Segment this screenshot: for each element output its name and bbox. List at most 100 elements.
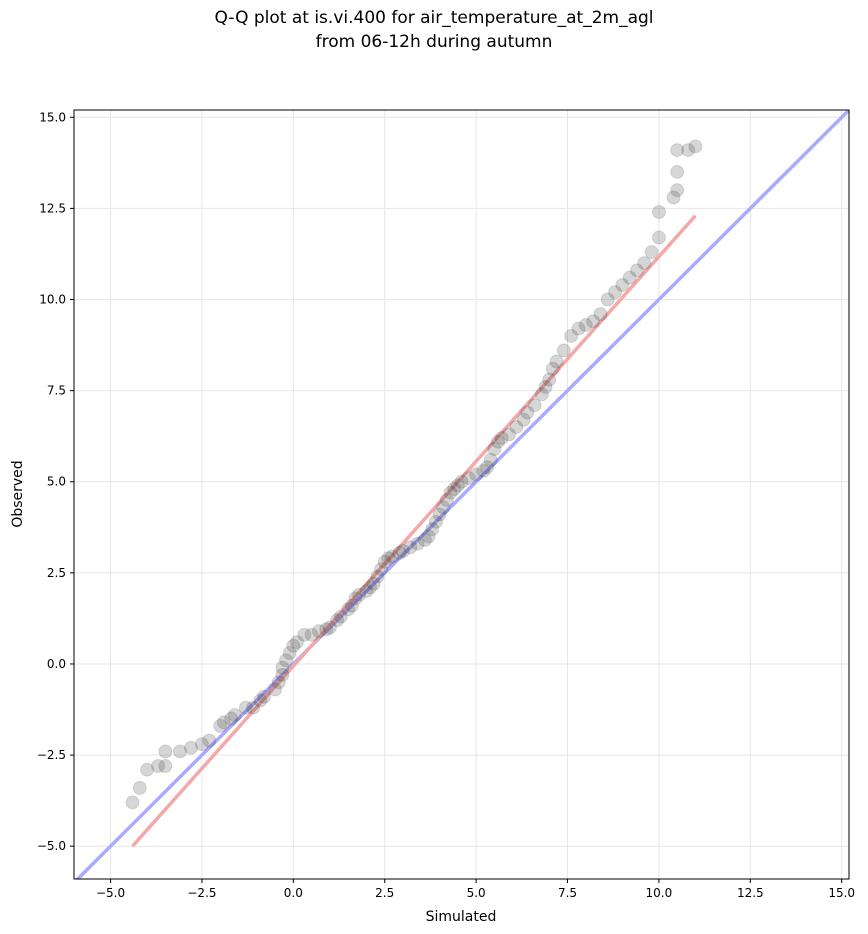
data-point	[439, 492, 454, 507]
data-point	[556, 343, 571, 358]
data-point	[491, 434, 506, 449]
data-point	[238, 700, 253, 715]
data-point	[319, 622, 334, 637]
data-point	[370, 569, 385, 584]
data-point	[586, 314, 601, 329]
data-point	[257, 689, 272, 704]
data-point	[670, 183, 685, 198]
y-tick-label: 12.5	[39, 201, 66, 215]
axes-frame	[73, 109, 850, 880]
data-point	[311, 624, 326, 639]
data-point	[666, 190, 681, 205]
data-point	[377, 554, 392, 569]
data-point	[516, 412, 531, 427]
data-point	[417, 533, 432, 548]
data-point	[322, 620, 337, 635]
data-point	[282, 646, 297, 661]
data-point	[670, 164, 685, 179]
data-point	[341, 602, 356, 617]
y-tick-label: 15.0	[39, 110, 66, 124]
data-point	[374, 562, 389, 577]
data-point	[476, 463, 491, 478]
x-axis-ticks: −5.0 −2.5 0.0 2.5 5.0 7.5 10.0 12.5 15.0	[96, 879, 855, 900]
data-point	[194, 737, 209, 752]
y-tick-label: 5.0	[47, 475, 66, 489]
data-point	[593, 307, 608, 322]
y-tick-label: 7.5	[47, 384, 66, 398]
x-tick-label: 12.5	[737, 886, 764, 900]
data-point	[224, 711, 239, 726]
data-point	[432, 507, 447, 522]
data-point	[381, 551, 396, 566]
y-tick-label: 0.0	[47, 657, 66, 671]
data-point	[454, 474, 469, 489]
data-point	[688, 139, 703, 154]
data-point	[608, 285, 623, 300]
data-point	[173, 744, 188, 759]
y-tick-label: 2.5	[47, 566, 66, 580]
data-point	[366, 576, 381, 591]
data-point	[151, 759, 166, 774]
data-point	[578, 318, 593, 333]
data-point	[615, 277, 630, 292]
data-point	[629, 263, 644, 278]
fit-line	[131, 214, 697, 848]
data-point	[304, 627, 319, 642]
data-point	[509, 420, 524, 435]
data-point	[275, 660, 290, 675]
data-point	[253, 693, 268, 708]
data-point	[246, 700, 261, 715]
data-point	[421, 529, 436, 544]
data-point	[469, 467, 484, 482]
data-point	[396, 543, 411, 558]
data-point	[359, 584, 374, 599]
x-tick-label: 7.5	[558, 886, 577, 900]
data-point	[333, 609, 348, 624]
plot-area	[75, 110, 849, 879]
data-point	[403, 540, 418, 555]
data-point	[125, 795, 140, 810]
data-point	[520, 405, 535, 420]
data-point	[670, 143, 685, 158]
data-point	[538, 379, 553, 394]
x-tick-label: 5.0	[467, 886, 486, 900]
data-point	[487, 441, 502, 456]
data-point	[275, 667, 290, 682]
identity-line	[75, 110, 849, 879]
data-point	[651, 205, 666, 220]
data-point	[425, 522, 440, 537]
y-axis-label: Observed	[10, 460, 26, 527]
data-point	[363, 580, 378, 595]
y-axis-ticks: −5.0 −2.5 0.0 2.5 5.0 7.5 10.0 12.5 15.0	[37, 110, 74, 853]
data-point	[600, 292, 615, 307]
data-point	[158, 759, 173, 774]
data-point	[385, 549, 400, 564]
data-point	[545, 361, 560, 376]
data-point	[436, 500, 451, 515]
x-tick-label: 10.0	[646, 886, 673, 900]
chart-title-line1: Q-Q plot at is.vi.400 for air_temperatur…	[214, 8, 654, 28]
data-point	[289, 635, 304, 650]
data-point	[502, 427, 517, 442]
data-point	[681, 143, 696, 158]
data-point	[348, 591, 363, 606]
data-point	[352, 587, 367, 602]
x-axis-label: Simulated	[426, 909, 497, 925]
data-point	[651, 230, 666, 245]
data-point	[542, 372, 557, 387]
data-point	[450, 478, 465, 493]
data-point	[279, 653, 294, 668]
y-tick-label: −5.0	[37, 839, 66, 853]
data-point	[461, 471, 476, 486]
y-tick-label: 10.0	[39, 293, 66, 307]
data-point	[534, 387, 549, 402]
x-tick-label: 0.0	[284, 886, 303, 900]
data-point	[622, 270, 637, 285]
data-point	[140, 762, 155, 777]
data-point	[527, 398, 542, 413]
data-point	[344, 598, 359, 613]
data-point	[392, 545, 407, 560]
y-tick-label: −2.5	[37, 748, 66, 762]
data-point	[268, 682, 283, 697]
